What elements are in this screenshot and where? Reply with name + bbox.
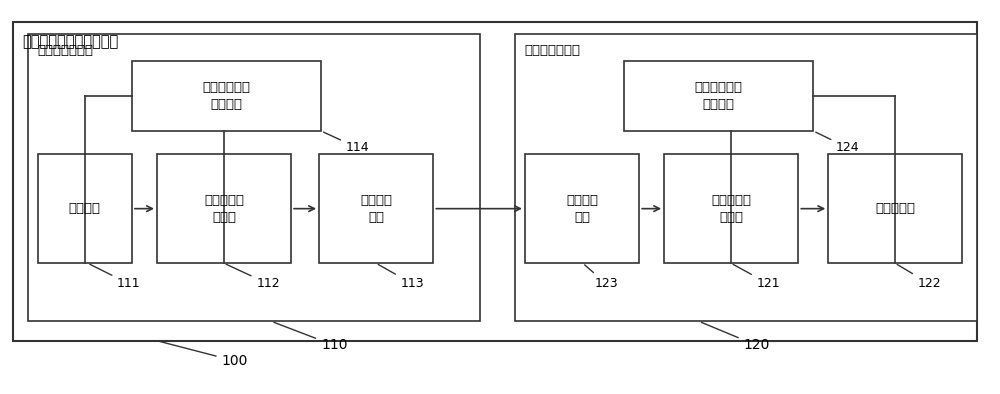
Bar <box>828 154 962 263</box>
Bar <box>13 22 977 341</box>
Text: 床体侧控制系统: 床体侧控制系统 <box>525 44 581 57</box>
Text: 111: 111 <box>90 264 141 290</box>
Text: 113: 113 <box>378 264 424 290</box>
Text: 轮椅与床的对接控制系统: 轮椅与床的对接控制系统 <box>23 34 119 49</box>
Bar <box>132 61 321 131</box>
Text: 123: 123 <box>585 265 618 290</box>
Text: 第一通信
模块: 第一通信 模块 <box>360 194 392 224</box>
Text: 第二信号采
集系统: 第二信号采 集系统 <box>711 194 751 224</box>
Bar <box>38 154 132 263</box>
Text: 100: 100 <box>160 342 248 368</box>
Text: 第二通信
模块: 第二通信 模块 <box>566 194 598 224</box>
Text: 120: 120 <box>701 322 770 352</box>
Text: 110: 110 <box>274 322 348 352</box>
Text: 122: 122 <box>897 264 941 290</box>
Text: 114: 114 <box>324 132 369 154</box>
Bar <box>624 61 813 131</box>
Text: 112: 112 <box>226 264 280 290</box>
Bar <box>28 34 480 321</box>
Bar <box>525 154 639 263</box>
Bar <box>319 154 433 263</box>
Text: 信号控制器: 信号控制器 <box>875 202 915 215</box>
Bar <box>664 154 798 263</box>
Text: 第二指令功能
执行模块: 第二指令功能 执行模块 <box>695 81 743 111</box>
Text: 第一信号采
集系统: 第一信号采 集系统 <box>204 194 244 224</box>
Text: 124: 124 <box>816 132 860 154</box>
Bar <box>515 34 977 321</box>
Text: 第一指令功能
执行模块: 第一指令功能 执行模块 <box>203 81 251 111</box>
Text: 轮椅侧控制系统: 轮椅侧控制系统 <box>38 44 94 57</box>
Text: 主控制器: 主控制器 <box>69 202 101 215</box>
Text: 121: 121 <box>733 264 780 290</box>
Bar <box>157 154 291 263</box>
